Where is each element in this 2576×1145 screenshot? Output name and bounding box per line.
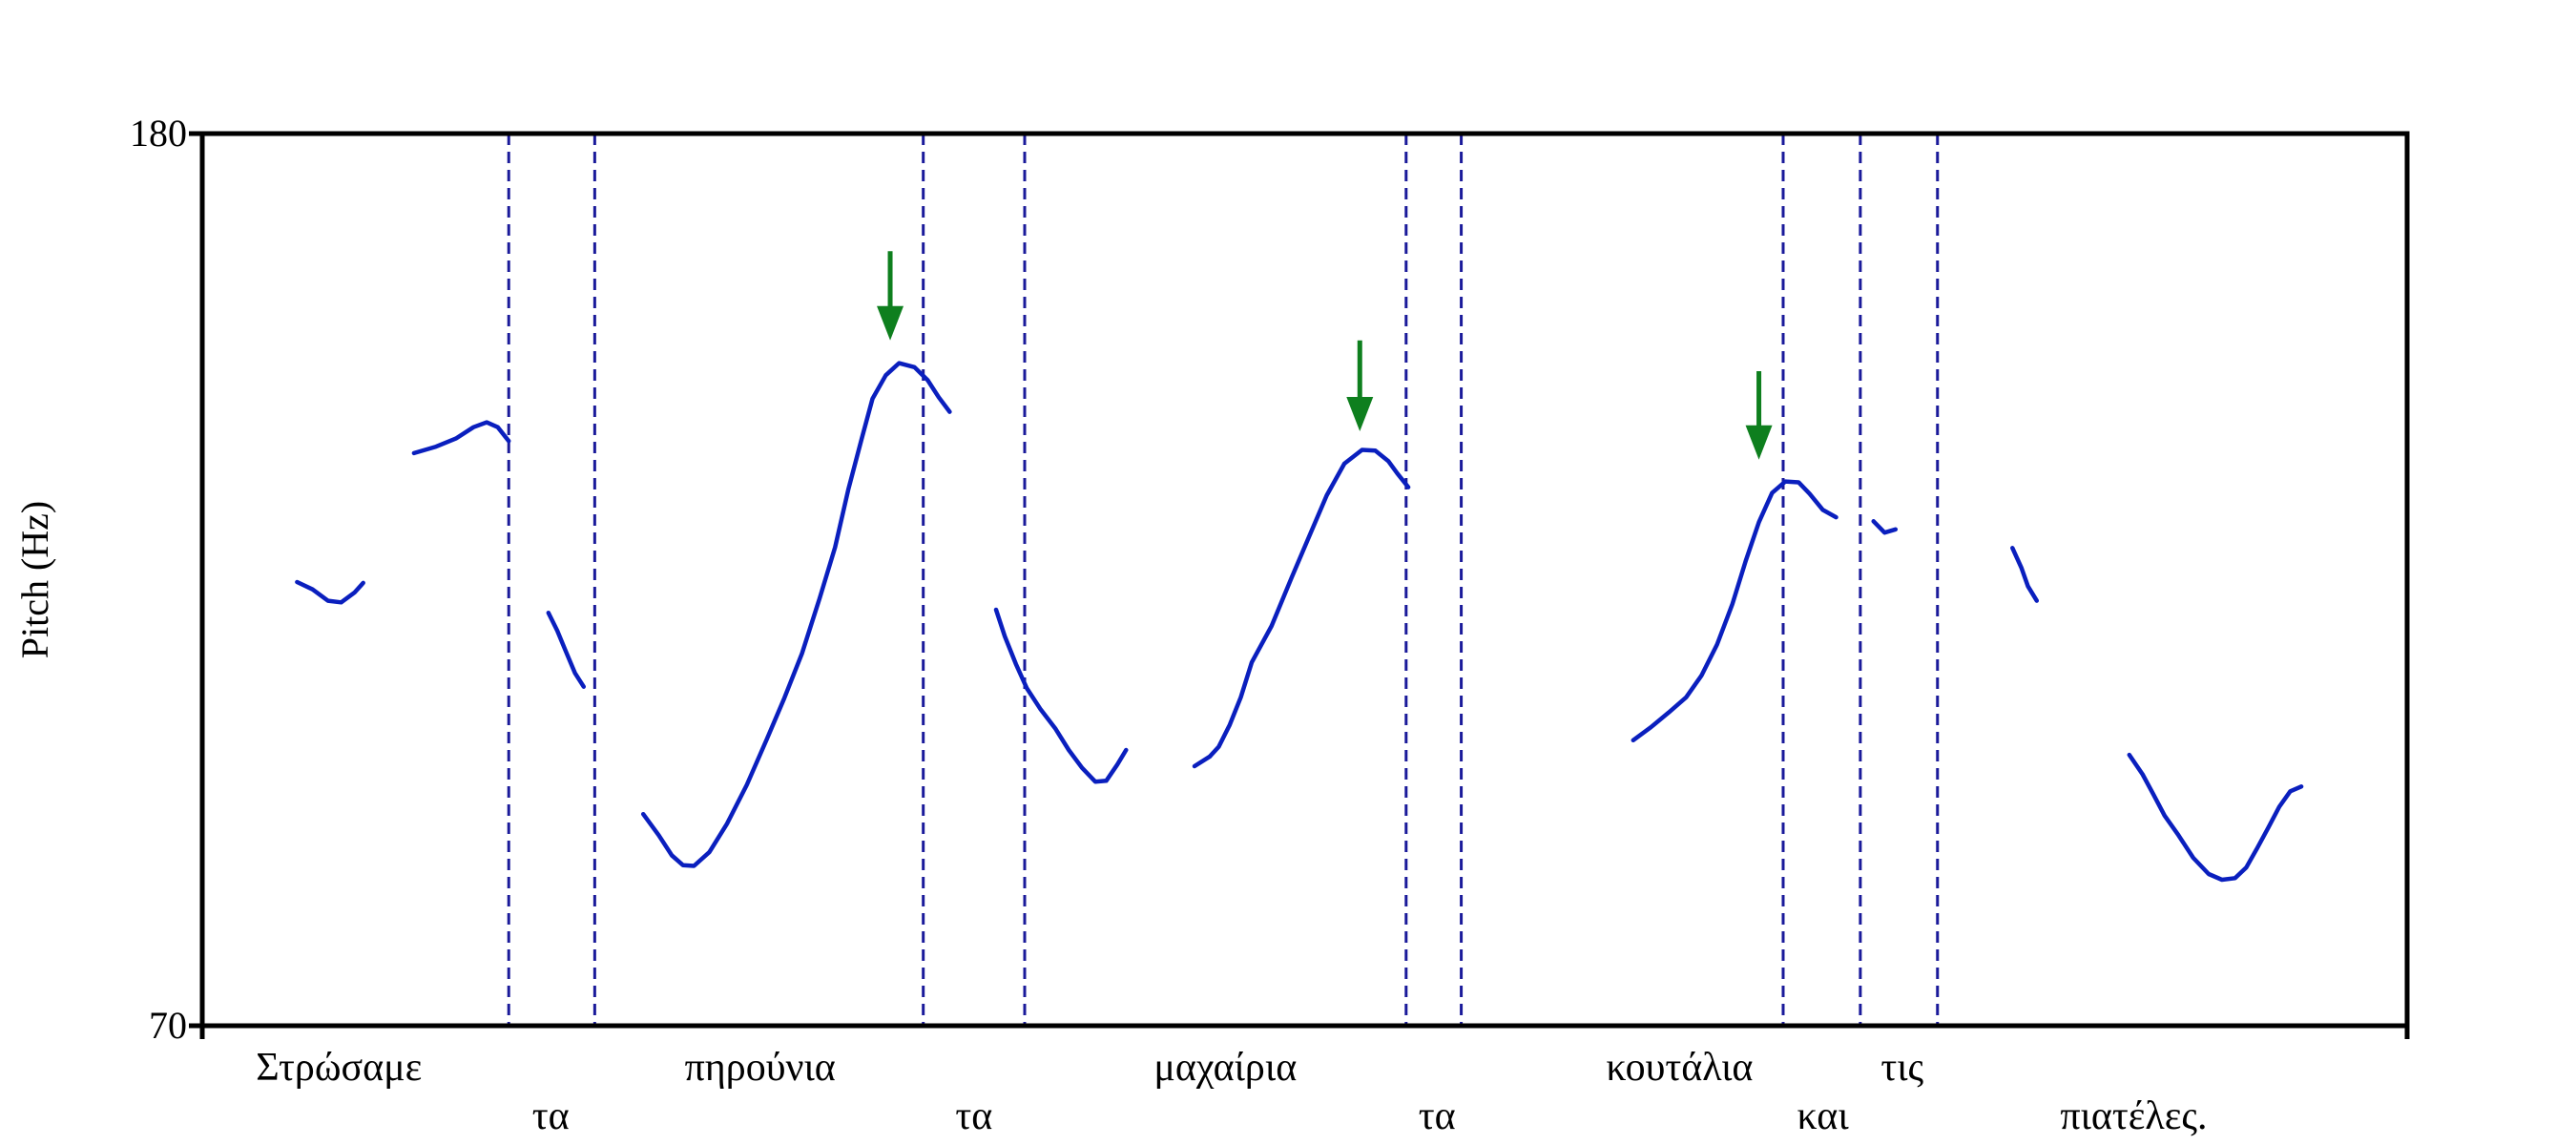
word-label-3: τα [955, 1094, 992, 1138]
pitch-segment-1 [411, 420, 511, 456]
word-label-4: μαχαίρια [1153, 1046, 1297, 1090]
y-axis-label: Pitch (Hz) [13, 501, 56, 659]
word-label-0: Στρώσαμε [256, 1046, 422, 1090]
y-tick-label-min: 70 [149, 1004, 187, 1047]
y-tick-label-max: 180 [130, 112, 187, 155]
pitch-segment-6 [1631, 479, 1839, 743]
pitch-segment-0 [295, 579, 365, 605]
pitch-segment-8 [2010, 546, 2040, 603]
pitch-segment-5 [1192, 448, 1411, 769]
pitch-segment-9 [2127, 752, 2304, 883]
word-label-8: τις [1880, 1046, 1923, 1090]
pitch-segment-4 [993, 607, 1129, 784]
word-label-6: κουτάλια [1606, 1046, 1753, 1090]
word-label-1: τα [532, 1094, 570, 1138]
word-boundaries [507, 134, 1940, 1026]
accent-arrow-2 [1745, 371, 1773, 460]
pitch-segment-2 [546, 611, 587, 689]
word-label-5: τα [1419, 1094, 1456, 1138]
plot-area-frame [199, 131, 2410, 1029]
y-axis-ticks [189, 131, 2410, 1039]
accent-arrow-1 [1346, 340, 1374, 431]
pitch-segment-3 [640, 361, 952, 868]
word-label-9: πιατέλες. [2060, 1094, 2207, 1138]
word-labels: Στρώσαμε τα πηρούνια τα μαχαίρια τα κουτάλια κα… [256, 1046, 2207, 1138]
pitch-accent-arrows [877, 251, 1773, 460]
pitch-segment-7 [1871, 519, 1899, 535]
word-label-2: πηρούνια [685, 1046, 836, 1090]
pitch-contour-series [295, 361, 2304, 883]
word-label-7: και [1797, 1094, 1850, 1138]
accent-arrow-0 [877, 251, 904, 341]
